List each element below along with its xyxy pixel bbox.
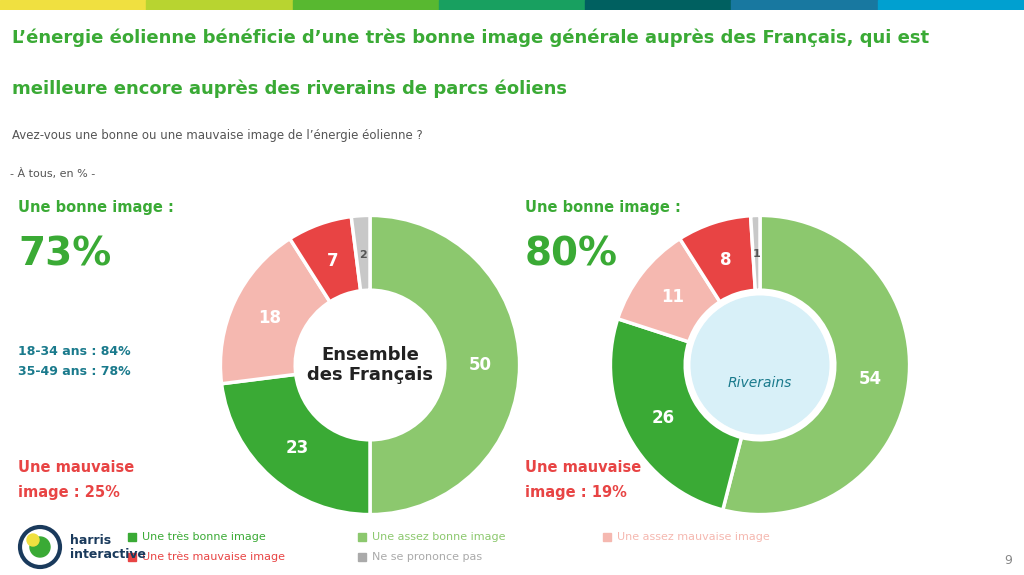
Text: Ne se prononce pas: Ne se prononce pas: [372, 552, 482, 562]
Bar: [293, 0, 439, 10]
Text: 18-34 ans : 84%: 18-34 ans : 84%: [18, 345, 131, 358]
Wedge shape: [680, 216, 756, 302]
Text: 18: 18: [258, 309, 282, 327]
Text: 80%: 80%: [525, 235, 618, 273]
Bar: [439, 0, 585, 10]
Text: Avez-vous une bonne ou une mauvaise image de l’énergie éolienne ?: Avez-vous une bonne ou une mauvaise imag…: [12, 128, 423, 141]
Text: Riverains: Riverains: [728, 376, 793, 390]
Wedge shape: [617, 239, 720, 342]
Bar: [585, 0, 731, 10]
Text: 2: 2: [359, 250, 367, 259]
Circle shape: [27, 534, 39, 546]
Bar: [0, 0, 146, 10]
Wedge shape: [370, 216, 519, 515]
Wedge shape: [351, 216, 370, 291]
Text: Une mauvaise: Une mauvaise: [18, 460, 134, 475]
Text: - À tous, en % -: - À tous, en % -: [10, 168, 95, 179]
Text: 35-49 ans : 78%: 35-49 ans : 78%: [18, 365, 131, 378]
Wedge shape: [290, 217, 360, 302]
Wedge shape: [751, 216, 760, 290]
Bar: [878, 0, 1024, 10]
Text: Une très bonne image: Une très bonne image: [142, 532, 266, 542]
Bar: [146, 0, 293, 10]
Text: harris: harris: [70, 534, 112, 546]
Text: 8: 8: [720, 251, 731, 269]
Text: Une bonne image :: Une bonne image :: [18, 200, 174, 215]
Text: 23: 23: [285, 439, 308, 457]
Wedge shape: [610, 319, 741, 510]
Text: 50: 50: [469, 356, 493, 374]
Text: interactive: interactive: [70, 549, 146, 562]
Text: 54: 54: [858, 370, 882, 388]
Text: 9: 9: [1005, 554, 1012, 567]
Text: Une bonne image :: Une bonne image :: [525, 200, 681, 215]
Text: 1: 1: [753, 250, 761, 259]
Bar: [731, 0, 878, 10]
Wedge shape: [723, 216, 909, 515]
Wedge shape: [220, 239, 330, 384]
Wedge shape: [221, 374, 370, 515]
Text: image : 25%: image : 25%: [18, 485, 120, 500]
Text: image : 19%: image : 19%: [525, 485, 627, 500]
Text: Une mauvaise: Une mauvaise: [525, 460, 641, 475]
Text: Une assez mauvaise image: Une assez mauvaise image: [617, 532, 770, 542]
Text: 73%: 73%: [18, 235, 112, 273]
Circle shape: [691, 296, 828, 434]
Text: 7: 7: [327, 252, 338, 270]
Text: Une très mauvaise image: Une très mauvaise image: [142, 552, 285, 562]
Circle shape: [30, 537, 50, 557]
Text: L’énergie éolienne bénéficie d’une très bonne image générale auprès des Français: L’énergie éolienne bénéficie d’une très …: [12, 28, 930, 47]
Text: Une assez bonne image: Une assez bonne image: [372, 532, 506, 542]
Text: Ensemble
des Français: Ensemble des Français: [307, 346, 433, 385]
Text: 26: 26: [651, 409, 675, 427]
Text: meilleure encore auprès des riverains de parcs éoliens: meilleure encore auprès des riverains de…: [12, 80, 567, 98]
Text: 11: 11: [662, 288, 684, 306]
